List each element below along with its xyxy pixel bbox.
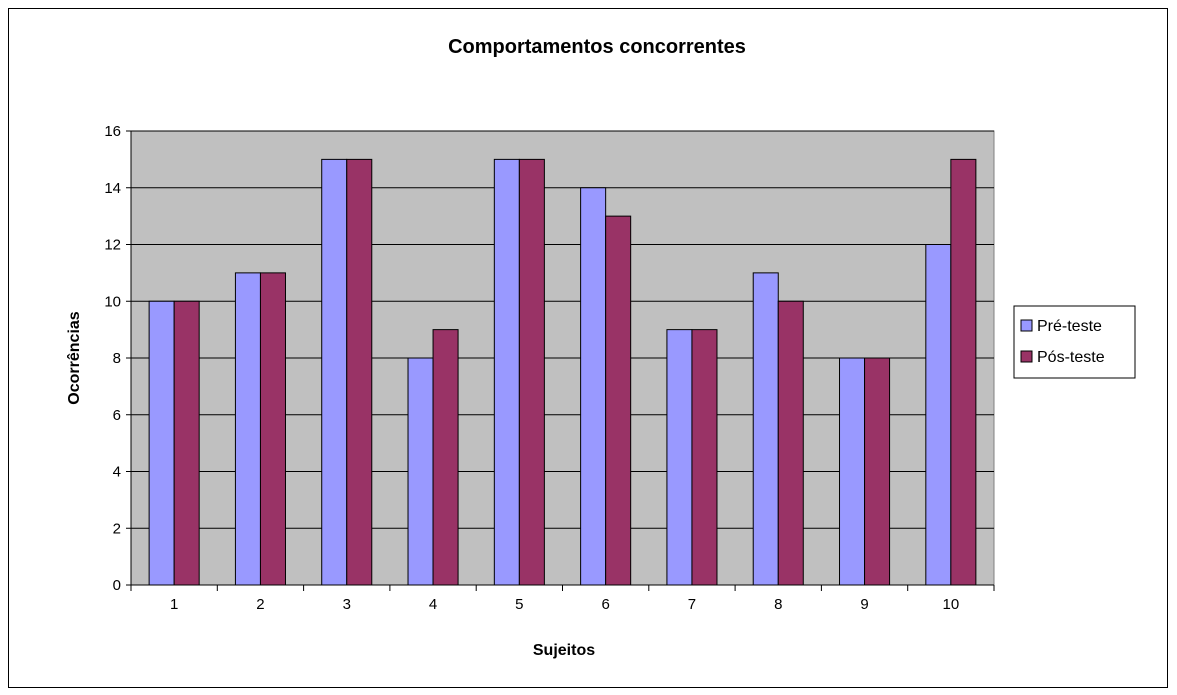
y-tick-label: 8 [113, 350, 121, 367]
y-tick-label: 4 [113, 464, 121, 481]
bar-pos-teste-9 [864, 357, 891, 586]
bar-pre-teste-7 [666, 329, 693, 586]
legend-swatch-pos-teste [1020, 350, 1033, 363]
bar-pre-teste-3 [321, 158, 348, 586]
chart-title: Comportamentos concorrentes [448, 36, 746, 58]
y-tick-label: 10 [104, 293, 121, 310]
y-tick-label: 14 [104, 180, 121, 197]
x-tick-label: 3 [343, 596, 351, 613]
bar-pos-teste-6 [605, 215, 632, 586]
x-tick-label: 1 [170, 596, 178, 613]
x-axis-title: Sujeitos [533, 642, 595, 659]
y-tick-label: 0 [113, 577, 121, 594]
bar-pos-teste-5 [518, 158, 545, 586]
legend-label-pre-teste: Pré-teste [1037, 318, 1102, 335]
legend: Pré-teste Pós-teste [1013, 305, 1136, 379]
x-tick-label: 8 [774, 596, 782, 613]
chart-area: Comportamentos concorrentes 0 2 4 6 8 10 12 14 1… [8, 8, 1168, 688]
bar-chart: Comportamentos concorrentes 024681012141… [66, 36, 1136, 659]
bar-pre-teste-1 [148, 300, 175, 586]
legend-swatch-pre-teste [1020, 319, 1033, 332]
x-tick-label: 7 [688, 596, 696, 613]
bar-pos-teste-2 [259, 272, 286, 586]
bar-pos-teste-7 [691, 329, 718, 586]
y-tick-label: 2 [113, 520, 121, 537]
x-tick-label: 9 [860, 596, 868, 613]
y-tick-label: 6 [113, 407, 121, 424]
bar-pre-teste-4 [407, 357, 434, 586]
bar-pos-teste-1 [173, 300, 200, 586]
bar-pre-teste-10 [925, 244, 952, 586]
x-tick-label: 4 [429, 596, 437, 613]
bar-pre-teste-2 [234, 272, 261, 586]
y-axis-title: Ocorrências [66, 311, 83, 404]
legend-label-pos-teste: Pós-teste [1037, 349, 1105, 366]
x-tick-label: 6 [601, 596, 609, 613]
bar-pre-teste-9 [839, 357, 866, 586]
x-tick-label: 10 [943, 596, 960, 613]
bar-pre-teste-8 [752, 272, 779, 586]
x-tick-label: 5 [515, 596, 523, 613]
bar-pre-teste-5 [493, 158, 520, 586]
y-tick-label: 12 [104, 237, 121, 254]
bar-pos-teste-4 [432, 329, 459, 586]
bar-pos-teste-3 [346, 158, 373, 586]
bar-pos-teste-10 [950, 158, 977, 586]
x-tick-label: 2 [256, 596, 264, 613]
y-tick-label: 16 [104, 123, 121, 140]
bar-pre-teste-6 [580, 187, 607, 586]
legend-box [1013, 305, 1136, 379]
bar-pos-teste-8 [777, 300, 804, 586]
